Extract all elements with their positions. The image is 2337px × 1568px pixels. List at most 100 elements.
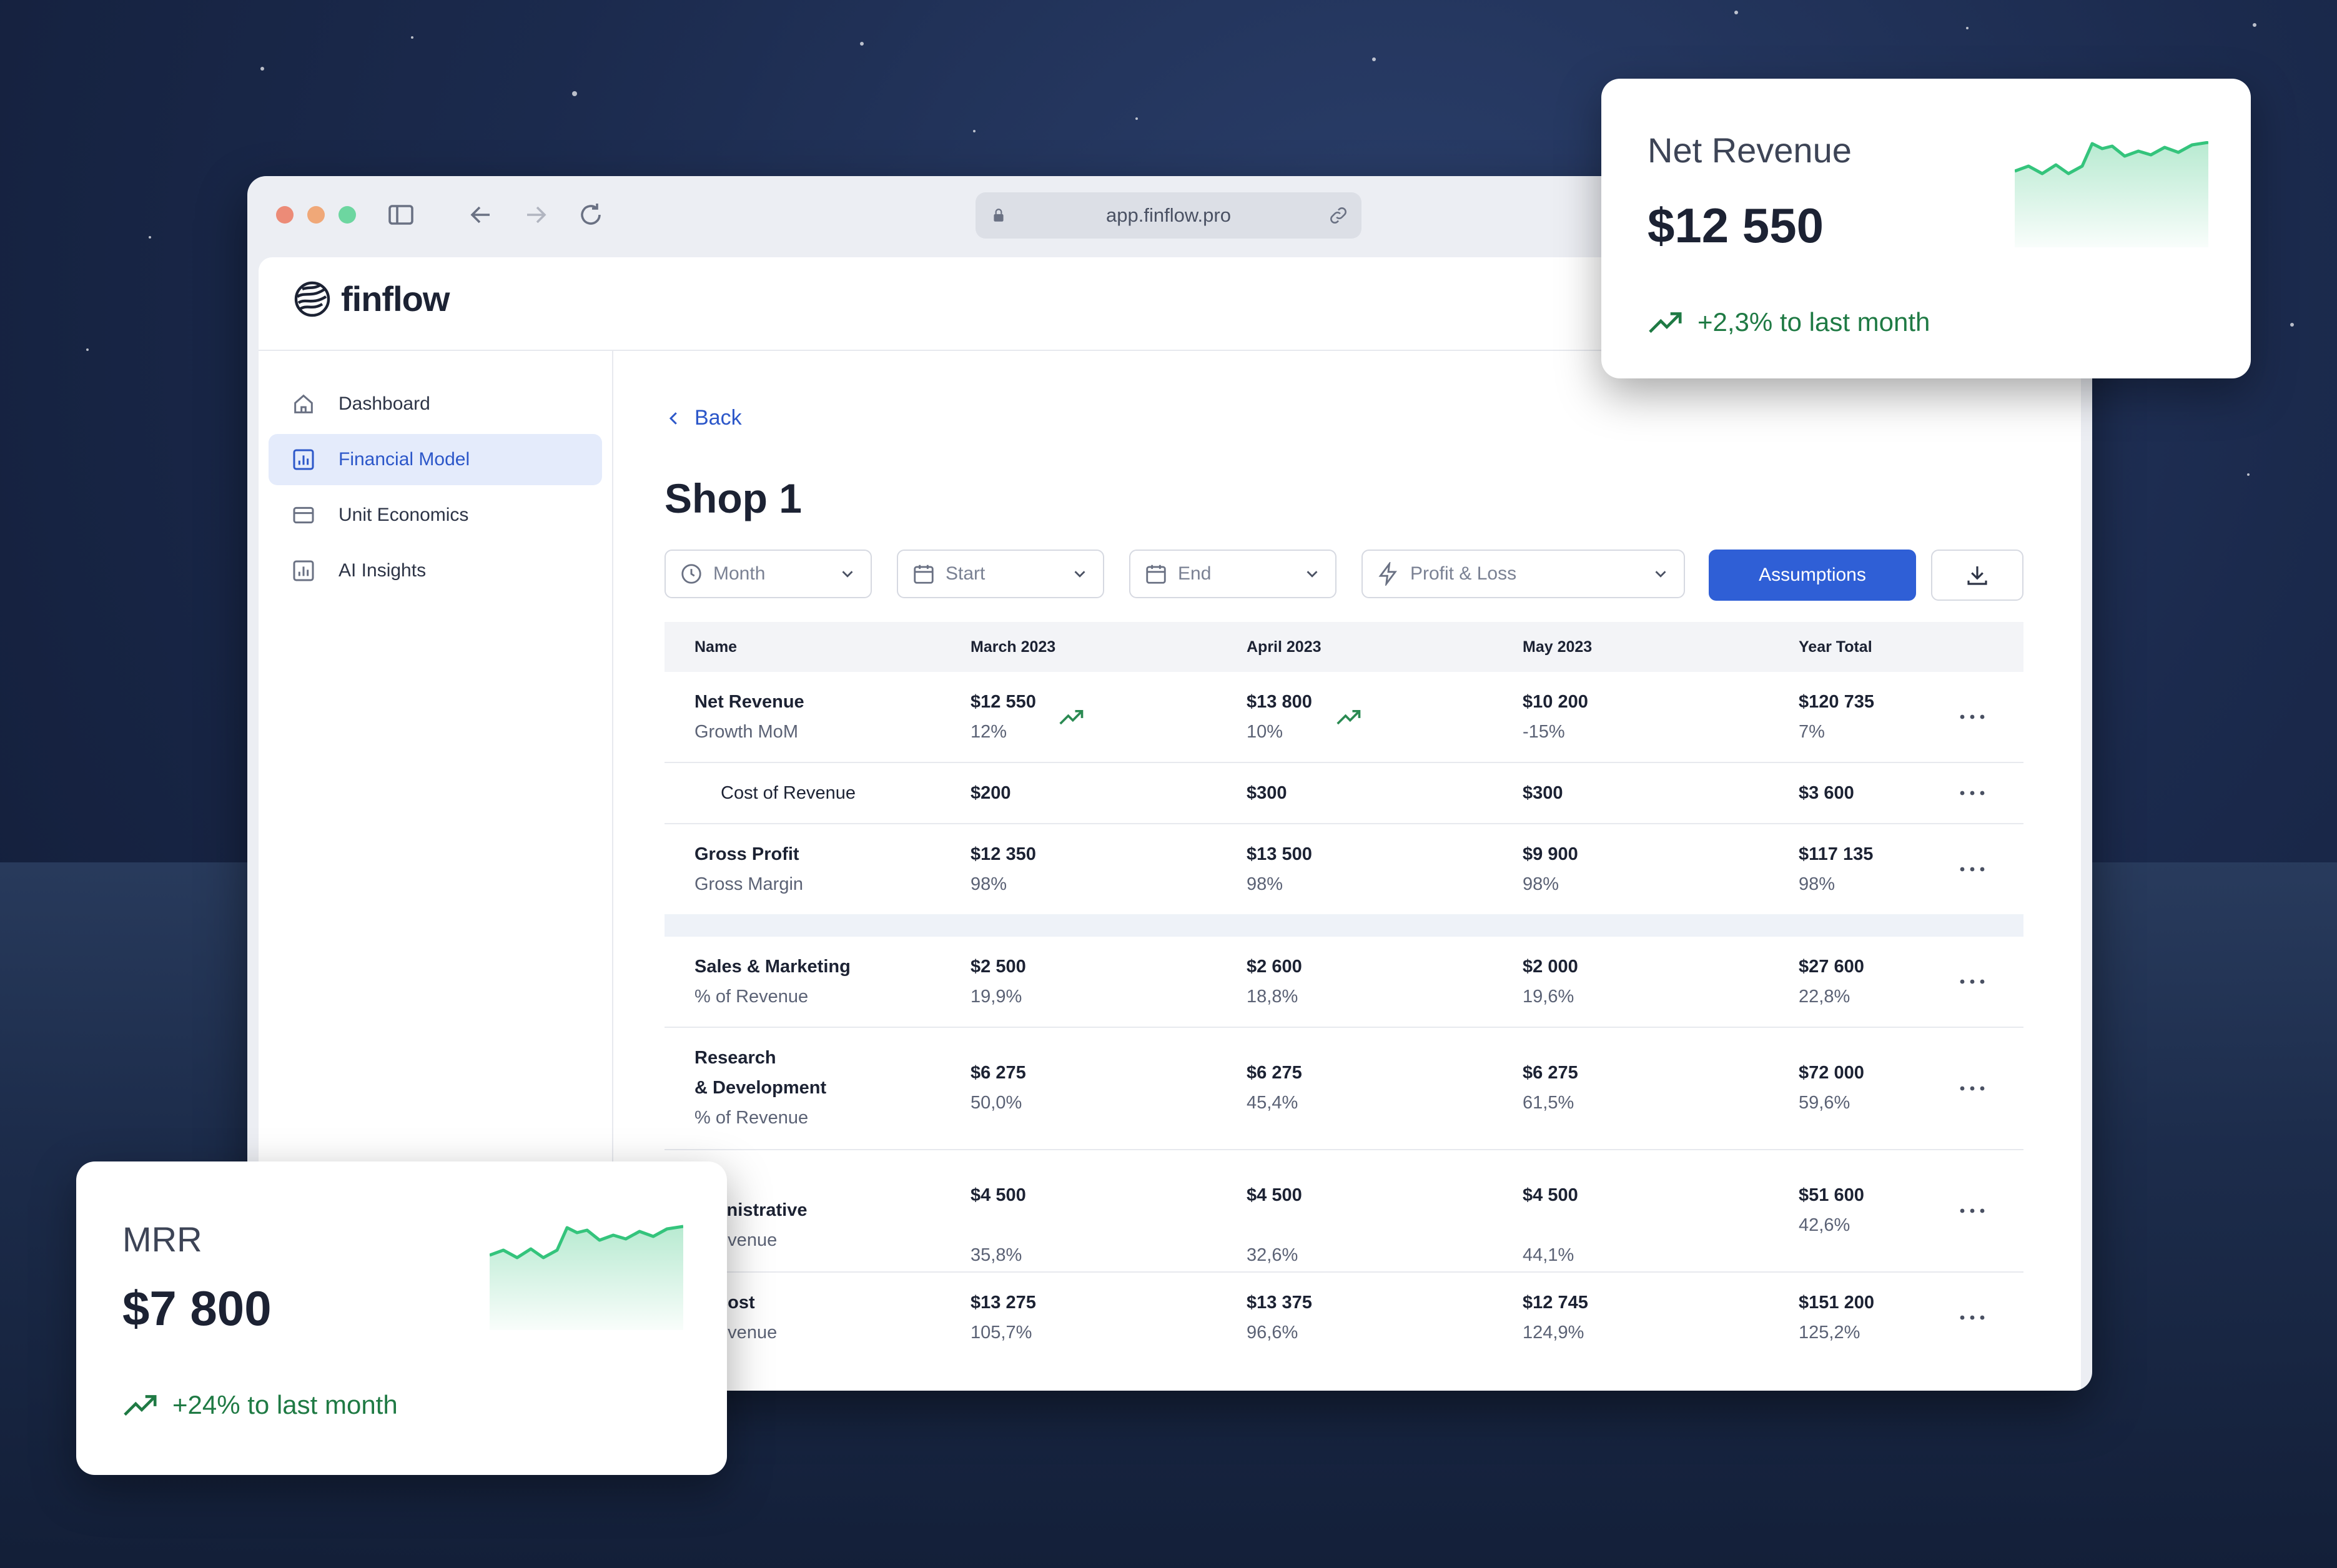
table-row[interactable]: Research & Development% of Revenue $6 275… [665,1028,2023,1150]
chevron-down-icon [1655,571,1666,578]
cell-march: $12 550 12% [971,692,1036,742]
back-label: Back [694,406,742,430]
report-type-value: Profit & Loss [1410,563,1517,584]
trend-up-icon [1649,312,1682,333]
net-revenue-sparkline [2015,141,2208,247]
url-text: app.finflow.pro [1106,204,1231,226]
download-button[interactable] [1931,550,2023,601]
column-header: May 2023 [1523,638,1593,656]
sidebar: Dashboard Financial Model Unit Economics… [259,350,613,1391]
card-title: Net Revenue [1648,131,1852,170]
calendar-icon [914,565,934,584]
net-revenue-card[interactable]: Net Revenue $12 550 +2,3% to last month [1601,79,2251,378]
trend-up-icon [124,1395,157,1416]
brand-logo[interactable]: finflow [292,279,450,319]
sidebar-item-label: Unit Economics [338,505,469,525]
end-date-select[interactable]: End [1129,550,1336,598]
cell-year-total: $120 735 7% [1799,692,1874,742]
more-options-icon[interactable] [1959,864,1986,874]
mrr-card[interactable]: MRR $7 800 +24% to last month [76,1161,727,1475]
row-name: Cost of Revenue [721,783,856,803]
address-bar[interactable]: app.finflow.pro [976,192,1361,239]
cell-year-total: $117 135 98% [1799,844,1874,894]
assumptions-button[interactable]: Assumptions [1709,550,1916,601]
cell-year-total: $151 200 125,2% [1799,1293,1874,1343]
download-icon [1967,566,1987,585]
link-icon[interactable] [1328,205,1349,226]
card-value: $12 550 [1648,198,1824,253]
cell-april: $13 800 10% [1247,692,1312,742]
sidebar-item-unit-economics[interactable]: Unit Economics [269,490,602,541]
clock-icon [681,564,701,584]
cell-year-total: $72 000 59,6% [1799,1063,1864,1113]
main-content: Back Shop 1 Month Start End Profit & Los… [612,350,2081,1391]
cell-april: $300 [1247,783,1287,803]
report-type-select[interactable]: Profit & Loss [1361,550,1685,598]
sidebar-item-financial-model[interactable]: Financial Model [269,434,602,485]
period-select[interactable]: Month [665,550,872,598]
card-delta-text: +24% to last month [172,1390,398,1419]
chevron-down-icon [1074,571,1085,578]
sidebar-item-label: Dashboard [338,393,430,414]
minimize-window-button[interactable] [307,206,325,224]
card-value: $7 800 [122,1281,272,1336]
start-date-select[interactable]: Start [897,550,1104,598]
card-delta: +24% to last month [122,1390,398,1420]
column-header: Name [694,638,738,656]
trend-up-icon [1059,710,1084,725]
cell-may: $4 500 44,1% [1523,1185,1578,1265]
card-delta: +2,3% to last month [1648,307,1930,337]
chart-icon [293,449,314,470]
column-header: March 2023 [971,638,1056,656]
cell-april: $13 500 98% [1247,844,1312,894]
cell-may: $10 200 -15% [1523,692,1588,742]
chart-icon [293,560,314,581]
column-header: Year Total [1799,638,1872,656]
reload-icon[interactable] [576,200,606,230]
more-options-icon[interactable] [1959,1313,1986,1323]
cell-april: $2 600 18,8% [1247,957,1302,1007]
table-row[interactable]: Sales & Marketing% of Revenue $2 500 19,9… [665,937,2023,1028]
row-name: Research & Development% of Revenue [694,1048,827,1128]
card-title: MRR [122,1220,202,1259]
sidebar-item-label: AI Insights [338,560,427,581]
more-options-icon[interactable] [1959,1083,1986,1093]
more-options-icon[interactable] [1959,788,1986,798]
cell-may: $12 745 124,9% [1523,1293,1588,1343]
chevron-down-icon [842,571,853,578]
cell-year-total: $3 600 [1799,783,1854,803]
column-header: April 2023 [1247,638,1322,656]
sidebar-item-dashboard[interactable]: Dashboard [269,378,602,430]
maximize-window-button[interactable] [338,206,356,224]
sidebar-item-ai-insights[interactable]: AI Insights [269,545,602,596]
chevron-down-icon [1307,571,1318,578]
more-options-icon[interactable] [1959,977,1986,987]
more-options-icon[interactable] [1959,712,1986,722]
cell-april: $13 375 96,6% [1247,1293,1312,1343]
cell-year-total: $27 600 22,8% [1799,957,1864,1007]
table-row[interactable]: Cost of Revenue $200 $300 $300 $3 600 [665,763,2023,824]
table-row[interactable]: Gross Profit Gross Margin $12 350 98% $13 … [665,824,2023,914]
card-delta-text: +2,3% to last month [1697,307,1930,337]
lightning-icon [1378,562,1397,586]
calendar-icon [1146,565,1166,584]
home-icon [294,394,313,413]
table-header: Name March 2023 April 2023 May 2023 Year… [665,622,2023,672]
browser-titlebar: app.finflow.pro [247,176,2092,257]
more-options-icon[interactable] [1959,1206,1986,1216]
chevron-left-icon [669,412,677,425]
sidebar-toggle-icon[interactable] [386,200,416,230]
close-window-button[interactable] [276,206,294,224]
forward-arrow-icon[interactable] [521,200,551,230]
table-row[interactable]: Net Revenue Growth MoM $12 550 12% $13 800… [665,672,2023,763]
back-arrow-icon[interactable] [466,200,496,230]
cell-march: $200 [971,783,1011,803]
cell-march: $2 500 19,9% [971,957,1026,1007]
cell-march: $12 350 98% [971,844,1036,894]
back-link[interactable]: Back [665,406,742,430]
brand-name: finflow [341,279,450,318]
row-name: Gross Profit Gross Margin [694,844,804,894]
